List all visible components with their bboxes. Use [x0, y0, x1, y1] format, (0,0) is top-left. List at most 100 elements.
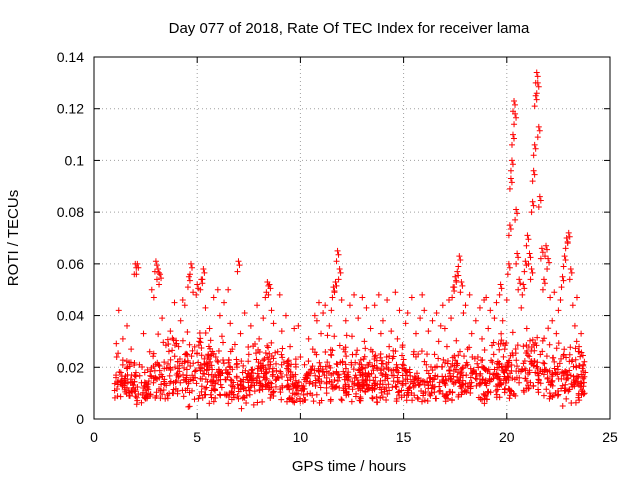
roti-data-point: [417, 315, 424, 322]
y-tick-label: 0.14: [57, 49, 84, 65]
roti-band-point: [461, 388, 468, 395]
roti-band-point: [471, 355, 478, 362]
roti-band-point: [392, 348, 399, 355]
roti-band-point: [294, 382, 301, 389]
roti-band-point: [545, 325, 552, 332]
roti-band-point: [373, 394, 380, 401]
roti-band-point: [493, 383, 500, 390]
roti-band-point: [309, 363, 316, 370]
roti-band-point: [317, 384, 324, 391]
roti-data-point: [311, 312, 318, 319]
roti-band-point: [527, 358, 534, 365]
roti-data-point: [189, 264, 196, 271]
roti-band-point: [404, 368, 411, 375]
roti-band-point: [399, 361, 406, 368]
roti-data-point: [506, 264, 513, 271]
roti-data-point: [181, 302, 188, 309]
roti-band-point: [220, 339, 227, 346]
roti-data-point: [208, 387, 215, 394]
roti-band-point: [454, 373, 461, 380]
roti-band-point: [572, 356, 579, 363]
roti-data-point: [282, 312, 289, 319]
roti-band-point: [245, 358, 252, 365]
roti-band-point: [300, 391, 307, 398]
roti-band-point: [331, 333, 338, 340]
roti-band-point: [380, 366, 387, 373]
roti-data-point: [225, 286, 232, 293]
roti-band-point: [233, 361, 240, 368]
roti-band-point: [214, 357, 221, 364]
y-tick-label: 0: [76, 411, 84, 427]
roti-data-point: [530, 167, 537, 174]
roti-band-point: [414, 370, 421, 377]
roti-data-point: [533, 69, 540, 76]
roti-data-point: [194, 281, 201, 288]
roti-data-point: [530, 202, 537, 209]
roti-data-point: [262, 294, 269, 301]
roti-data-point: [568, 269, 575, 276]
roti-data-point: [559, 273, 566, 280]
roti-band-point: [509, 329, 516, 336]
roti-data-point: [268, 307, 275, 314]
roti-data-point: [524, 232, 531, 239]
roti-band-point: [180, 376, 187, 383]
roti-band-point: [184, 328, 191, 335]
roti-band-point: [338, 397, 345, 404]
roti-band-point: [253, 377, 260, 384]
roti-band-point: [349, 378, 356, 385]
roti-data-point: [539, 249, 546, 256]
roti-data-point: [171, 299, 178, 306]
roti-band-point: [473, 376, 480, 383]
roti-data-point: [560, 277, 567, 284]
roti-data-point: [256, 335, 263, 342]
roti-band-point: [418, 348, 425, 355]
roti-data-point: [184, 284, 191, 291]
roti-data-point: [464, 346, 471, 353]
roti-band-point: [514, 342, 521, 349]
roti-band-point: [435, 355, 442, 362]
roti-band-point: [377, 350, 384, 357]
roti-data-point: [212, 353, 219, 360]
roti-band-point: [467, 374, 474, 381]
roti-data-point: [400, 356, 407, 363]
roti-band-point: [437, 387, 444, 394]
roti-band-point: [223, 391, 230, 398]
roti-band-point: [419, 398, 425, 405]
roti-data-point: [446, 297, 453, 304]
roti-band-point: [131, 378, 138, 385]
roti-data-point: [243, 392, 250, 399]
roti-data-point: [497, 281, 504, 288]
roti-data-point: [513, 206, 520, 213]
roti-data-point: [526, 250, 533, 257]
roti-data-point: [547, 294, 554, 301]
roti-band-point: [189, 347, 196, 354]
roti-data-point: [202, 304, 209, 311]
roti-band-point: [521, 365, 528, 372]
roti-band-point: [404, 387, 411, 394]
roti-band-point: [260, 357, 267, 364]
roti-data-point: [457, 256, 464, 263]
roti-band-point: [123, 384, 130, 391]
roti-data-point: [216, 312, 223, 319]
roti-band-point: [218, 384, 225, 391]
roti-band-point: [392, 383, 399, 390]
roti-data-point: [415, 379, 422, 386]
roti-data-point: [456, 253, 463, 260]
roti-data-point: [534, 73, 541, 80]
roti-data-point: [510, 135, 517, 142]
roti-band-point: [439, 390, 446, 397]
roti-band-point: [159, 391, 166, 398]
roti-band-point: [502, 385, 509, 392]
roti-band-point: [152, 394, 159, 401]
roti-band-point: [150, 379, 157, 386]
roti-band-point: [439, 363, 446, 370]
y-axis-label: ROTI / TECUs: [5, 190, 22, 286]
roti-band-point: [136, 372, 143, 379]
roti-data-point: [439, 302, 446, 309]
roti-band-point: [540, 359, 547, 366]
roti-band-point: [334, 361, 341, 368]
roti-band-point: [228, 377, 235, 384]
roti-data-point: [158, 275, 165, 282]
roti-band-point: [323, 390, 330, 397]
roti-band-point: [431, 376, 438, 383]
